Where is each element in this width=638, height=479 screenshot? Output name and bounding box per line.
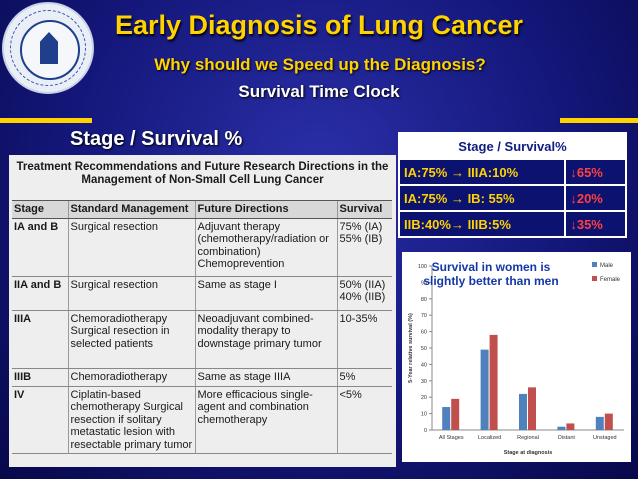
treatment-table: Stage Standard Management Future Directi… <box>12 200 392 454</box>
bar-male <box>442 407 451 430</box>
cell-stage: IA and B <box>12 218 68 277</box>
header-survival: Survival <box>336 200 392 219</box>
x-tick-label: Distant <box>558 435 576 441</box>
divider-left <box>0 118 92 123</box>
y-tick-label: 50 <box>421 346 427 352</box>
stage-comparison: IA:75% → IB: 55% <box>397 184 567 212</box>
cell-standard-management: Chemoradiotherapy <box>67 368 195 387</box>
treatment-table-title-line2: Management of Non-Small Cell Lung Cancer <box>81 174 324 186</box>
chart-annotation: Survival in women is slightly better tha… <box>416 260 566 288</box>
stage-survival-row: IA:75% → IIIA:10% ↓65% <box>397 158 627 186</box>
table-header-row: Stage Standard Management Future Directi… <box>12 200 392 219</box>
y-tick-label: 70 <box>421 313 427 319</box>
y-axis-label: 5-Year relative survival (%) <box>408 313 414 383</box>
treatment-table-scan: Treatment Recommendations and Future Res… <box>9 155 396 467</box>
legend-swatch-male <box>592 262 597 267</box>
y-tick-label: 10 <box>421 412 427 418</box>
survival-time-clock-label: Survival Time Clock <box>238 82 400 101</box>
survival-chart: 0 10 20 30 40 50 60 70 80 90 100 5-Year relative su… <box>402 252 631 462</box>
x-tick-label: Unstaged <box>593 435 617 441</box>
y-tick-label: 30 <box>421 379 427 385</box>
x-tick-label: All Stages <box>439 435 464 441</box>
cell-survival: 75% (IA) 55% (IB) <box>336 218 392 277</box>
y-tick-label: 40 <box>421 362 427 368</box>
stage-comparison: IIB:40%→ IIIB:5% <box>397 210 567 238</box>
header-standard-management: Standard Management <box>67 200 195 219</box>
survival-decrease: ↓35% <box>564 210 627 238</box>
cell-stage: IIA and B <box>12 276 68 311</box>
seal-emblem <box>20 20 80 80</box>
cell-stage: IIIB <box>12 368 68 387</box>
cell-survival: 5% <box>336 368 392 387</box>
stage-survival-row: IA:75% → IB: 55% ↓20% <box>397 184 627 212</box>
legend-label-female: Female <box>600 277 621 283</box>
x-axis-label: Stage at diagnosis <box>504 450 553 456</box>
bar-female <box>489 334 498 430</box>
bar-female <box>528 387 536 430</box>
bar-female <box>604 413 613 430</box>
survival-chart-svg: 0 10 20 30 40 50 60 70 80 90 100 5-Year relative su… <box>408 262 624 456</box>
x-tick-label: Regional <box>517 435 539 441</box>
bar-male <box>480 349 489 430</box>
y-tick-label: 90 <box>421 280 427 286</box>
y-tick-label: 0 <box>424 428 427 434</box>
treatment-table-title: Treatment Recommendations and Future Res… <box>9 161 396 187</box>
slide-subtitle: Why should we Speed up the Diagnosis? <box>154 55 486 74</box>
stage-survival-header: Stage / Survival% <box>398 132 627 160</box>
bar-female <box>451 398 460 430</box>
divider-right <box>560 118 638 123</box>
y-tick-label: 20 <box>421 395 427 401</box>
university-seal <box>2 2 94 94</box>
bar-male <box>557 426 566 430</box>
cell-future-directions: More efficacious single-agent and combin… <box>194 386 337 454</box>
legend-swatch-female <box>592 276 597 281</box>
chart-annotation-line1: Survival in women is <box>431 260 551 274</box>
cell-future-directions: Adjuvant therapy (chemotherapy/radiation… <box>194 218 337 277</box>
seal-ring <box>10 10 86 86</box>
x-tick-label: Localized <box>478 435 501 441</box>
cell-survival: 10-35% <box>336 310 392 369</box>
table-row: IV Ciplatin-based chemotherapy Surgical … <box>12 386 392 454</box>
cell-future-directions: Same as stage I <box>194 276 337 311</box>
table-row: IIA and B Surgical resection Same as sta… <box>12 276 392 311</box>
stage-survival-heading: Stage / Survival % <box>70 128 243 150</box>
table-row: IIIA Chemoradiotherapy Surgical resectio… <box>12 310 392 369</box>
stage-survival-row: IIB:40%→ IIIB:5% ↓35% <box>397 210 627 238</box>
cell-stage: IIIA <box>12 310 68 369</box>
stage-comparison: IA:75% → IIIA:10% <box>397 158 567 186</box>
cell-survival: 50% (IIA) 40% (IIB) <box>336 276 392 311</box>
bar-female <box>566 423 575 430</box>
y-tick-label: 100 <box>418 264 427 270</box>
y-tick-label: 60 <box>421 330 427 336</box>
cell-future-directions: Neoadjuvant combined-modality therapy to… <box>194 310 337 369</box>
cell-standard-management: Ciplatin-based chemotherapy Surgical res… <box>67 386 195 454</box>
bar-male <box>519 393 527 430</box>
cell-stage: IV <box>12 386 68 454</box>
header-stage: Stage <box>12 200 68 219</box>
header-future-directions: Future Directions <box>194 200 337 219</box>
cell-standard-management: Chemoradiotherapy Surgical resection in … <box>67 310 195 369</box>
cell-standard-management: Surgical resection <box>67 276 195 311</box>
slide-title: Early Diagnosis of Lung Cancer <box>114 10 524 40</box>
stage-survival-header-row: Stage / Survival% <box>398 132 627 160</box>
survival-decrease: ↓65% <box>564 158 627 186</box>
y-tick-label: 80 <box>421 297 427 303</box>
bar-male <box>595 416 604 430</box>
treatment-table-title-line1: Treatment Recommendations and Future Res… <box>16 161 389 173</box>
survival-decrease: ↓20% <box>564 184 627 212</box>
legend-label-male: Male <box>600 263 614 269</box>
stage-survival-table: Stage / Survival% IA:75% → IIIA:10% ↓65%… <box>397 132 627 238</box>
cell-future-directions: Same as stage IIIA <box>194 368 337 387</box>
table-row: IIIB Chemoradiotherapy Same as stage III… <box>12 368 392 387</box>
chart-annotation-line2: slightly better than men <box>423 274 559 288</box>
cell-survival: <5% <box>336 386 392 454</box>
table-row: IA and B Surgical resection Adjuvant the… <box>12 218 392 277</box>
cell-standard-management: Surgical resection <box>67 218 195 277</box>
